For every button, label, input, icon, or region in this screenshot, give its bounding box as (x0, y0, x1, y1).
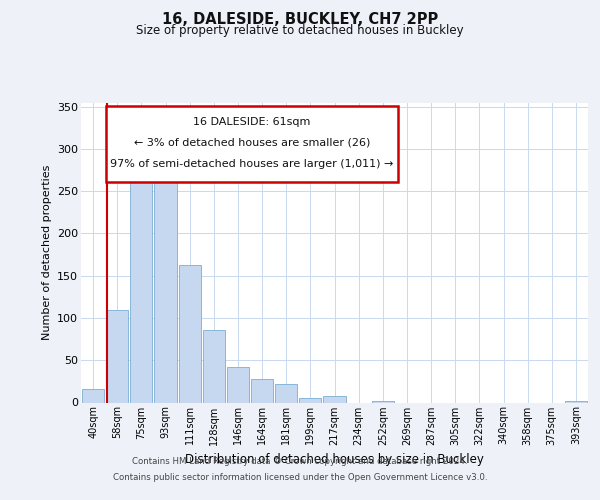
Bar (323, 396, 346, 402)
Text: Contains HM Land Registry data © Crown copyright and database right 2024.: Contains HM Land Registry data © Crown c… (132, 458, 468, 466)
Text: 97% of semi-detached houses are larger (1,011) →: 97% of semi-detached houses are larger (… (110, 159, 394, 169)
Bar (82, 389, 104, 402)
Text: ← 3% of detached houses are smaller (26): ← 3% of detached houses are smaller (26) (134, 138, 370, 148)
Bar (179, 265, 201, 402)
Text: Size of property relative to detached houses in Buckley: Size of property relative to detached ho… (136, 24, 464, 37)
Bar (154, 174, 176, 402)
Y-axis label: Number of detached properties: Number of detached properties (41, 165, 52, 340)
Text: Contains public sector information licensed under the Open Government Licence v3: Contains public sector information licen… (113, 472, 487, 482)
Bar (106, 310, 128, 402)
Bar (251, 379, 273, 402)
Bar (299, 398, 322, 402)
Bar (227, 367, 249, 402)
Text: 16, DALESIDE, BUCKLEY, CH7 2PP: 16, DALESIDE, BUCKLEY, CH7 2PP (162, 12, 438, 28)
Bar (371, 401, 394, 402)
Bar (203, 330, 225, 402)
Bar (275, 384, 298, 402)
X-axis label: Distribution of detached houses by size in Buckley: Distribution of detached houses by size … (185, 453, 484, 466)
Bar (565, 401, 587, 402)
Text: 16 DALESIDE: 61sqm: 16 DALESIDE: 61sqm (193, 117, 311, 127)
Bar (130, 156, 152, 402)
FancyBboxPatch shape (106, 106, 398, 182)
